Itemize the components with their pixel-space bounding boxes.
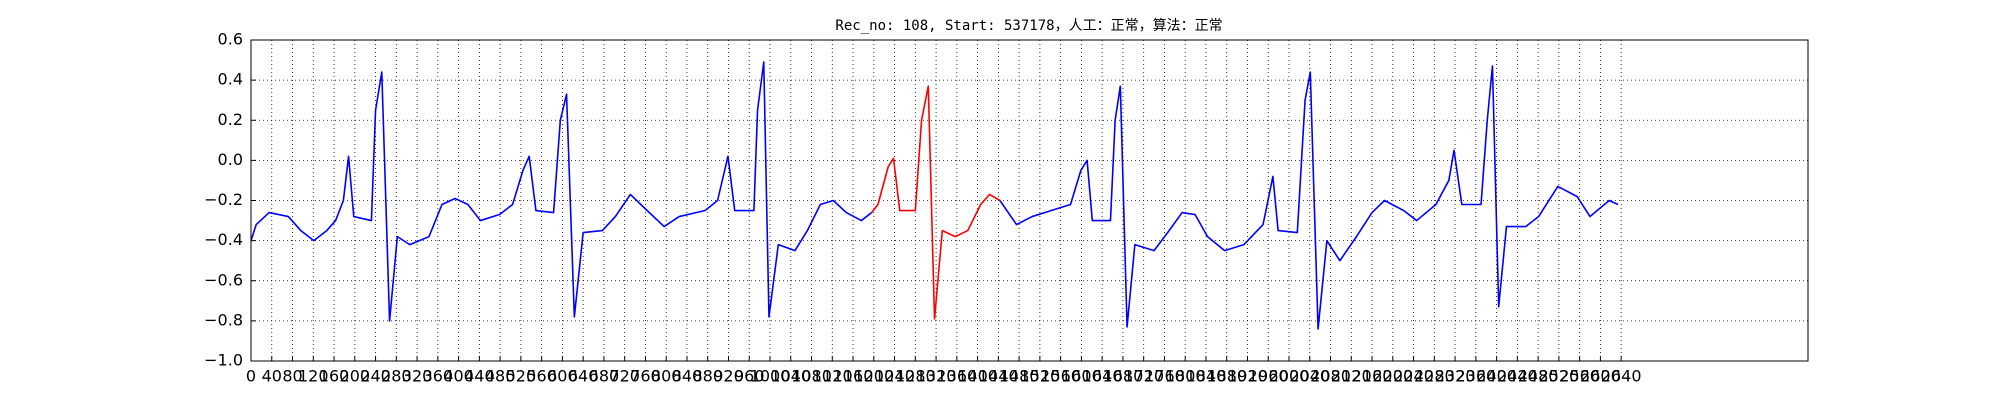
y-tick-label: −1.0 [204,351,243,370]
x-tick-label: 1520 [1020,367,1061,386]
x-tick-label: 2240 [1393,367,1434,386]
x-tick-label: 1960 [1248,367,1289,386]
x-tick-label: 920 [713,367,744,386]
x-tick-label: 440 [464,367,495,386]
x-tick-label: 1040 [770,367,811,386]
x-tick-label: 0 [246,367,256,386]
x-tick-label: 1600 [1061,367,1102,386]
x-tick-label: 2440 [1497,367,1538,386]
chart-title: Rec_no: 108, Start: 537178，人工：正常，算法：正常 [835,18,1222,34]
y-tick-label: 0.0 [218,150,243,169]
y-tick-label: −0.4 [204,230,243,249]
plot-frame [250,39,1809,362]
x-tick-label: 800 [651,367,682,386]
x-tick-label: 1840 [1186,367,1227,386]
x-tick-label: 1920 [1227,367,1268,386]
x-tick-label: 80 [282,367,302,386]
x-tick-label: 640 [568,367,599,386]
x-tick-label: 1240 [874,367,915,386]
x-tick-label: 2280 [1414,367,1455,386]
x-tick-label: 2360 [1455,367,1496,386]
x-tick-label: 1280 [895,367,936,386]
x-tick-label: 2120 [1331,367,1372,386]
x-tick-label: 960 [734,367,765,386]
y-tick-label: 0.6 [218,30,243,49]
x-tick-label: 1880 [1206,367,1247,386]
x-tick-label: 1200 [853,367,894,386]
ecg-line [250,61,1619,330]
ecg-line [871,85,1001,320]
x-tick-label: 280 [381,367,412,386]
x-tick-label: 880 [692,367,723,386]
x-tick-label: 1480 [999,367,1040,386]
x-tick-label: 1120 [812,367,853,386]
x-tick-label: 400 [443,367,474,386]
x-tick-label: 1320 [916,367,957,386]
x-tick-label: 1720 [1123,367,1164,386]
x-tick-label: 200 [340,367,371,386]
x-tick-label: 2640 [1601,367,1642,386]
x-tick-label: 2560 [1559,367,1600,386]
x-tick-label: 2200 [1372,367,1413,386]
x-tick-label: 2400 [1476,367,1517,386]
x-tick-label: 2040 [1289,367,1330,386]
x-tick-label: 1640 [1082,367,1123,386]
x-tick-label: 1680 [1103,367,1144,386]
x-tick-label: 1440 [978,367,1019,386]
x-tick-label: 2000 [1269,367,1310,386]
x-tick-label: 480 [485,367,516,386]
x-tick-label: 760 [630,367,661,386]
x-tick-label: 120 [298,367,329,386]
x-tick-label: 2520 [1539,367,1580,386]
x-tick-label: 2600 [1580,367,1621,386]
x-tick-label: 1000 [750,367,791,386]
x-tick-label: 2480 [1518,367,1559,386]
x-tick-label: 360 [423,367,454,386]
y-tick-label: −0.2 [204,190,243,209]
y-tick-label: 0.2 [218,110,243,129]
x-tick-label: 320 [402,367,433,386]
x-tick-label: 1800 [1165,367,1206,386]
x-tick-label: 160 [319,367,350,386]
x-tick-label: 560 [526,367,557,386]
x-tick-label: 240 [360,367,391,386]
x-tick-label: 2080 [1310,367,1351,386]
x-tick-label: 1360 [936,367,977,386]
x-tick-label: 520 [506,367,537,386]
x-tick-label: 40 [262,367,282,386]
x-tick-label: 2160 [1352,367,1393,386]
x-tick-label: 1560 [1040,367,1081,386]
x-tick-label: 720 [609,367,640,386]
x-tick-label: 1760 [1144,367,1185,386]
x-tick-label: 680 [589,367,620,386]
y-tick-label: 0.4 [218,70,243,89]
x-tick-label: 1160 [833,367,874,386]
x-tick-label: 840 [672,367,703,386]
y-tick-label: −0.8 [204,310,243,329]
x-tick-label: 1080 [791,367,832,386]
x-tick-label: 1400 [957,367,998,386]
x-tick-label: 600 [547,367,578,386]
x-tick-label: 2320 [1435,367,1476,386]
y-tick-label: −0.6 [204,270,243,289]
